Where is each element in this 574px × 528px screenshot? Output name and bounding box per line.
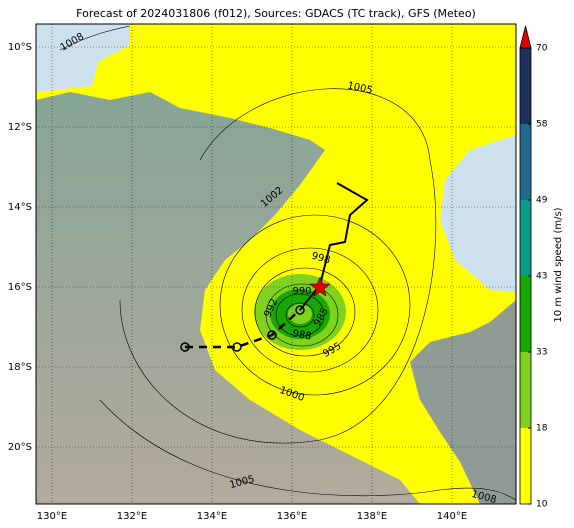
colorbar-tick-label: 33 (536, 348, 547, 358)
colorbar-tick-label: 10 (536, 500, 548, 510)
land (410, 300, 516, 504)
y-tick-label: 16°S (8, 282, 32, 293)
isobar-label: 990 (292, 286, 311, 297)
y-tick-label: 12°S (8, 122, 32, 133)
x-tick-label: 132°E (117, 511, 147, 522)
colorbar-label: 10 m wind speed (m/s) (553, 207, 564, 322)
storm-position (309, 276, 331, 297)
x-tick-label: 136°E (277, 511, 307, 522)
colorbar-segment (520, 200, 531, 276)
isobar-label: 988 (292, 328, 313, 342)
track-forecast (185, 309, 301, 349)
x-tick-label: 140°E (437, 511, 467, 522)
track-points (180, 305, 305, 352)
sea (36, 24, 130, 92)
sea (440, 135, 516, 292)
map-title: Forecast of 2024031806 (f012), Sources: … (76, 7, 476, 20)
colorbar-segment (520, 48, 531, 124)
isobar-label: 1005 (346, 80, 373, 96)
x-tick-label: 134°E (197, 511, 227, 522)
x-tick-label: 130°E (37, 511, 67, 522)
y-tick-label: 14°S (8, 202, 32, 213)
isobar-label: 998 (310, 251, 331, 267)
colorbar-tick-label: 18 (536, 424, 548, 434)
map-frame (35, 23, 517, 505)
colorbar-extend (519, 25, 532, 49)
x-tick-label: 138°E (357, 511, 387, 522)
map-area: 1008 1005 1002 998 990 992 988 985 995 1… (36, 24, 516, 506)
grid (36, 24, 516, 504)
colorbar-tick-label: 49 (536, 196, 548, 206)
y-tick-label: 18°S (8, 362, 32, 373)
colorbar-segment (520, 276, 531, 352)
colorbar-tick-label: 58 (536, 120, 548, 130)
isobar-label: 1008 (470, 489, 497, 506)
colorbar-segment (520, 428, 531, 504)
colorbar: 10 18 33 43 49 58 70 (519, 25, 548, 510)
colorbar-segment (520, 352, 531, 428)
y-tick-label: 20°S (8, 442, 32, 453)
y-tick-label: 10°S (8, 42, 32, 53)
colorbar-segment (520, 124, 531, 200)
colorbar-tick-label: 70 (536, 44, 548, 54)
isobars (59, 25, 516, 501)
colorbar-tick-label: 43 (536, 272, 547, 282)
axes: 130°E 132°E 134°E 136°E 138°E 140°E 10°S 12°S 14… (8, 42, 467, 522)
